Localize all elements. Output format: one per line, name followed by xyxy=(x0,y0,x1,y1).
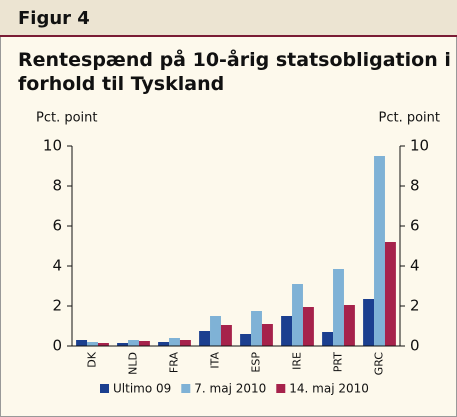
legend-label: 14. maj 2010 xyxy=(289,382,369,396)
bar xyxy=(199,331,211,346)
y-tick-label: 8 xyxy=(52,177,62,195)
header-band xyxy=(0,0,457,36)
bar xyxy=(240,334,252,346)
bar xyxy=(220,325,232,346)
bar xyxy=(76,340,88,346)
y-tick-label: 0 xyxy=(52,337,62,355)
bar xyxy=(169,338,180,346)
legend-label: 7. maj 2010 xyxy=(194,382,266,396)
bar xyxy=(322,332,334,346)
y-axis-label: Pct. point xyxy=(36,111,98,126)
bar xyxy=(251,311,262,346)
y2-tick-label: 10 xyxy=(410,137,429,155)
y2-tick-label: 4 xyxy=(410,257,420,275)
bar xyxy=(374,156,385,346)
header: Figur 4 xyxy=(18,8,90,29)
y2-axis-label: Pct. point xyxy=(378,111,440,126)
y-tick-label: 4 xyxy=(52,257,62,275)
bar xyxy=(384,242,396,346)
y2-tick-label: 8 xyxy=(410,177,420,195)
x-tick-label: NLD xyxy=(127,352,140,375)
legend-label: Ultimo 09 xyxy=(113,382,171,396)
y-tick-label: 6 xyxy=(52,217,62,235)
legend-swatch xyxy=(181,384,191,393)
bar xyxy=(292,284,303,346)
bar xyxy=(117,343,129,346)
bar xyxy=(97,343,109,346)
x-tick-label: ITA xyxy=(209,352,222,369)
y2-tick-label: 2 xyxy=(410,297,420,315)
bar xyxy=(179,340,191,346)
bar xyxy=(261,324,273,346)
x-tick-label: FRA xyxy=(168,352,181,374)
y2-tick-label: 0 xyxy=(410,337,420,355)
y2-tick-label: 6 xyxy=(410,217,420,235)
x-tick-label: PRT xyxy=(332,352,345,372)
legend-swatch xyxy=(100,384,109,393)
bar xyxy=(343,305,355,346)
bar xyxy=(87,342,98,346)
bar xyxy=(281,316,293,346)
bar xyxy=(363,299,375,346)
bar xyxy=(210,316,221,346)
bar xyxy=(302,307,314,346)
bar xyxy=(333,269,344,346)
x-tick-label: ESP xyxy=(250,352,263,373)
bar xyxy=(128,340,139,346)
y-tick-label: 10 xyxy=(43,137,62,155)
bar xyxy=(158,342,170,346)
x-tick-label: GRC xyxy=(373,352,386,376)
y-tick-label: 2 xyxy=(52,297,62,315)
legend-swatch xyxy=(276,384,286,393)
x-tick-label: IRE xyxy=(291,352,304,370)
x-tick-label: DK xyxy=(86,351,99,367)
bar xyxy=(138,341,150,346)
